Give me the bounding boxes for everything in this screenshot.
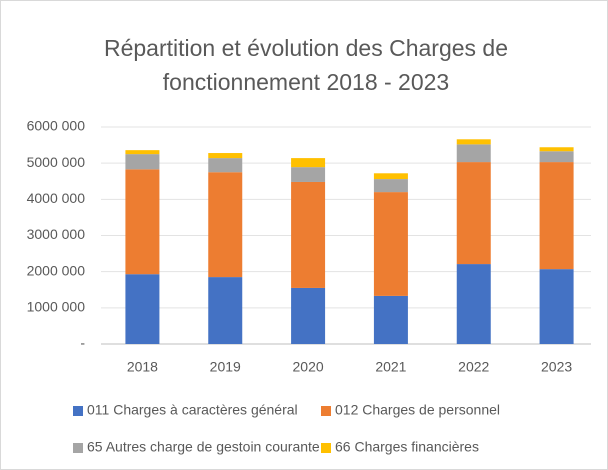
bar-segment — [208, 158, 243, 173]
chart-title: Répartition et évolution des Charges de … — [103, 35, 509, 95]
legend-label: 65 Autres charge de gestoin courante — [87, 439, 320, 455]
legend-swatch — [73, 443, 83, 453]
x-tick-label: 2021 — [375, 359, 406, 375]
x-tick-label: 2022 — [458, 359, 489, 375]
bar-segment — [456, 264, 491, 344]
bar-segment — [208, 277, 243, 344]
bar-segment — [373, 295, 408, 344]
y-tick-label: 5000 000 — [27, 154, 86, 170]
y-tick-label: 2000 000 — [27, 262, 86, 278]
bar-segment — [539, 151, 574, 163]
x-tick-label: 2018 — [127, 359, 158, 375]
bar-segment — [539, 162, 574, 270]
bar-segment — [373, 179, 408, 193]
bar-segment — [125, 274, 160, 344]
bar-segment — [125, 169, 160, 275]
bar-segment — [291, 167, 326, 182]
bar-segment — [291, 287, 326, 344]
legend-label: 011 Charges à caractères général — [87, 402, 298, 418]
bar-segment — [291, 181, 326, 288]
bar-segment — [539, 147, 574, 152]
bar-segment — [456, 144, 491, 163]
legend-label: 012 Charges de personnel — [335, 402, 500, 418]
x-tick-label: 2023 — [541, 359, 572, 375]
y-tick-label: 6000 000 — [27, 118, 86, 134]
bar-segment — [373, 173, 408, 180]
y-tick-label: 3000 000 — [27, 226, 86, 242]
bar-segment — [125, 154, 160, 170]
bar-segment — [539, 269, 574, 344]
y-tick-label: 1000 000 — [27, 299, 86, 315]
bar-segment — [456, 139, 491, 145]
bar-segment — [456, 162, 491, 265]
y-tick-label: 4000 000 — [27, 190, 86, 206]
bar-segment — [373, 192, 408, 296]
bar-segment — [125, 150, 160, 155]
y-tick-label: - — [80, 335, 85, 351]
legend-label: 66 Charges financières — [335, 439, 479, 455]
x-tick-label: 2020 — [293, 359, 324, 375]
bar-segment — [208, 153, 243, 159]
legend-swatch — [73, 406, 83, 416]
legend-swatch — [321, 406, 331, 416]
bar-segment — [208, 172, 243, 278]
bar-segment — [291, 158, 326, 168]
legend-swatch — [321, 443, 331, 453]
x-tick-label: 2019 — [210, 359, 241, 375]
